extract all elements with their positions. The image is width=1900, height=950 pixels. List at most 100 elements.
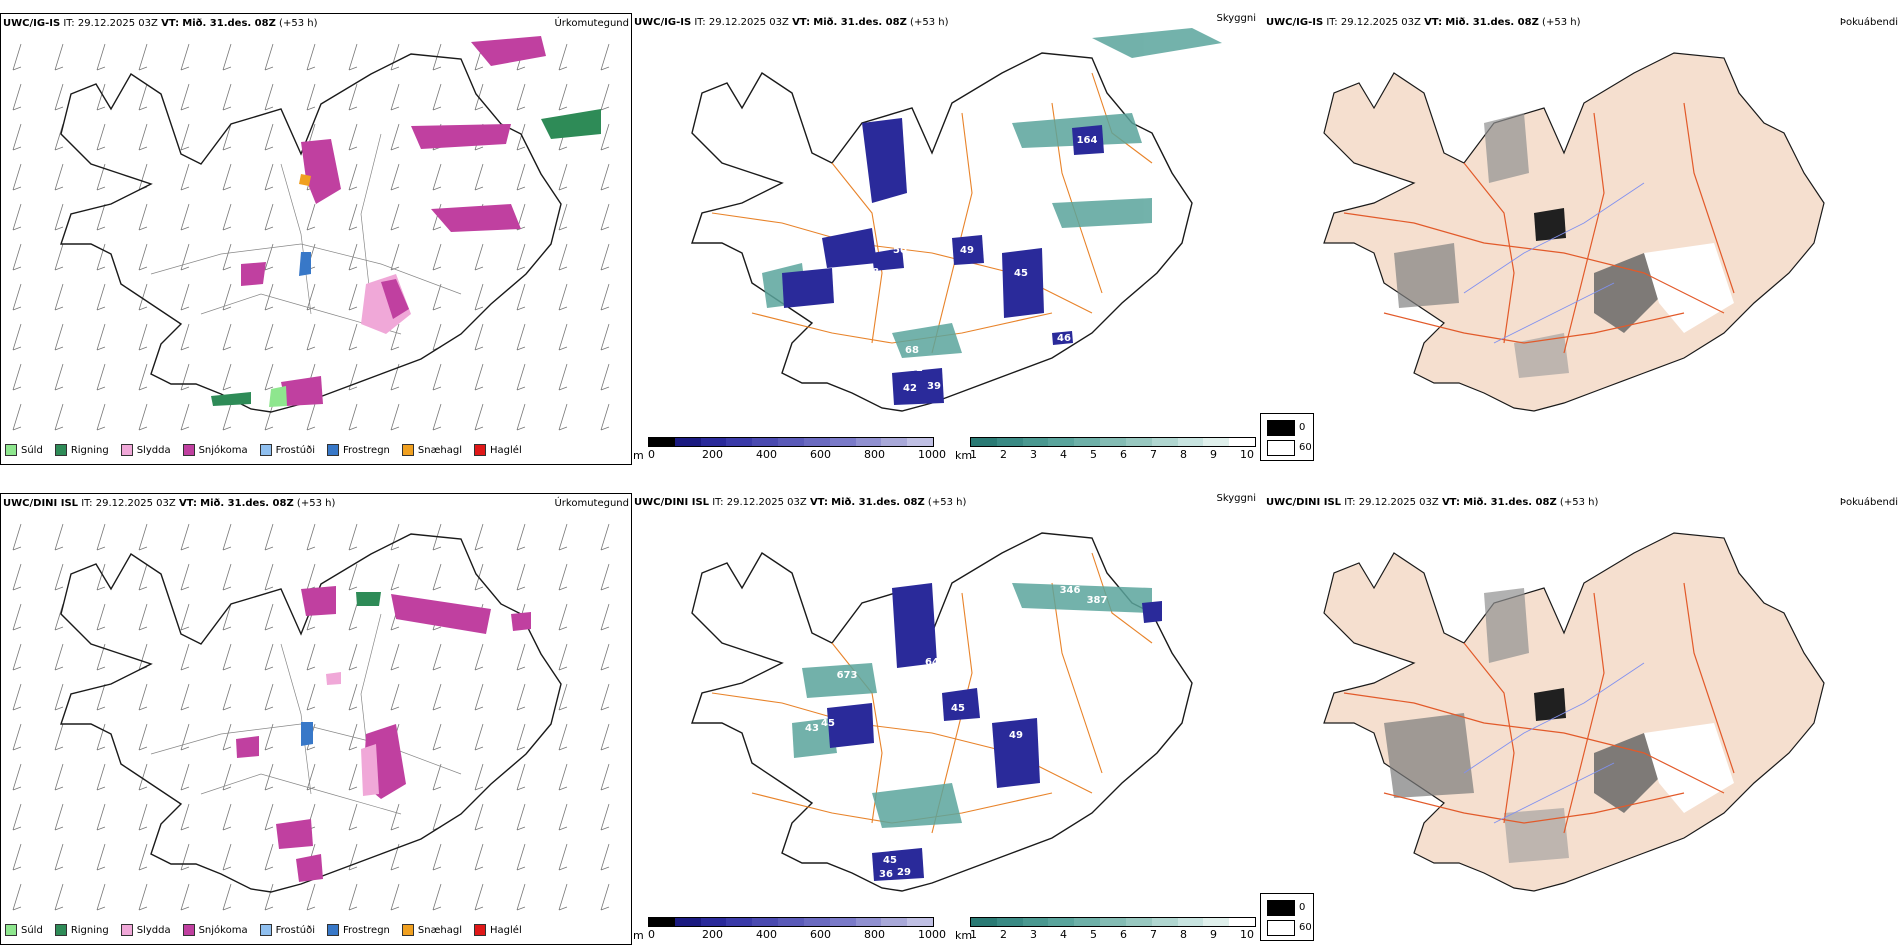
wind-barb bbox=[54, 43, 64, 71]
it-value: 29.12.2025 03Z bbox=[95, 498, 176, 509]
panel-header: UWC/DINI ISL IT: 29.12.2025 03Z VT: Mið.… bbox=[1266, 497, 1598, 508]
it-label: IT: bbox=[712, 497, 724, 508]
wind-barb bbox=[264, 243, 274, 271]
wind-barb bbox=[138, 203, 148, 231]
legend-swatch bbox=[327, 924, 339, 936]
colorbar-bin bbox=[1048, 918, 1075, 926]
legend-item: Rigning bbox=[54, 444, 109, 456]
wind-barb bbox=[390, 563, 400, 591]
wind-barb bbox=[558, 563, 568, 591]
wind-barb bbox=[138, 83, 148, 111]
wind-barb bbox=[180, 283, 190, 311]
wind-barb bbox=[390, 163, 400, 191]
wind-barb bbox=[12, 883, 22, 911]
colorbar-bin bbox=[1022, 918, 1049, 926]
wind-barb bbox=[264, 403, 274, 431]
fog-legend: 0 60 bbox=[1260, 893, 1314, 941]
legend-item: Snæhagl bbox=[401, 444, 463, 456]
wind-barb bbox=[54, 883, 64, 911]
wind-barb bbox=[54, 203, 64, 231]
colorbar-bin bbox=[855, 438, 882, 446]
ceiling-label: 52 bbox=[909, 363, 923, 374]
ceiling-label: 64 bbox=[925, 657, 939, 668]
colorbar-bin bbox=[726, 918, 753, 926]
wind-barb bbox=[432, 723, 442, 751]
colorbar-tick: 5 bbox=[1090, 928, 1097, 941]
wind-barb bbox=[516, 283, 526, 311]
wind-barb bbox=[264, 643, 274, 671]
fog-shading bbox=[1384, 588, 1734, 863]
wind-barb bbox=[12, 523, 22, 551]
wind-barb bbox=[474, 723, 484, 751]
field-name: Þokuábendi bbox=[1839, 497, 1898, 508]
wind-barb bbox=[264, 523, 274, 551]
ceiling-label: 346 bbox=[1060, 585, 1081, 596]
wind-barb bbox=[180, 523, 190, 551]
ceiling-label: 35 bbox=[890, 210, 904, 221]
colorbar-bin bbox=[907, 438, 933, 446]
panel-header: UWC/IG-IS IT: 29.12.2025 03Z VT: Mið. 31… bbox=[3, 18, 317, 29]
panel-header: UWC/IG-IS IT: 29.12.2025 03Z VT: Mið. 31… bbox=[634, 17, 948, 28]
ceiling-label: 45 bbox=[883, 855, 897, 866]
wind-barb bbox=[600, 163, 610, 191]
wind-barb bbox=[306, 523, 316, 551]
roads bbox=[1343, 582, 1735, 834]
colorbar-tick: 0 bbox=[648, 928, 655, 941]
ceiling-label: 29 bbox=[897, 867, 911, 878]
rivers bbox=[1463, 182, 1645, 344]
wind-barb bbox=[474, 363, 484, 391]
legend-label: Súld bbox=[21, 924, 43, 936]
colorbar-bin bbox=[674, 438, 701, 446]
wind-barb bbox=[12, 723, 22, 751]
colorbar-tick: 200 bbox=[702, 448, 723, 461]
legend-label: Snæhagl bbox=[417, 444, 463, 456]
colorbar-tick: 800 bbox=[864, 448, 885, 461]
it-label: IT: bbox=[694, 17, 706, 28]
wind-barb bbox=[264, 203, 274, 231]
wind-barb bbox=[180, 843, 190, 871]
wind-barb bbox=[96, 83, 106, 111]
wind-barb bbox=[516, 563, 526, 591]
legend-item: Rigning bbox=[54, 924, 109, 936]
wind-barb bbox=[264, 883, 274, 911]
wind-barb bbox=[558, 323, 568, 351]
wind-barbs bbox=[12, 43, 610, 431]
wind-barb bbox=[222, 843, 232, 871]
wind-barb bbox=[180, 163, 190, 191]
wind-barb bbox=[348, 803, 358, 831]
wind-barb bbox=[96, 603, 106, 631]
wind-barb bbox=[432, 843, 442, 871]
ceiling-label: 68 bbox=[905, 345, 919, 356]
wind-barb bbox=[222, 643, 232, 671]
model-name: UWC/IG-IS bbox=[3, 18, 61, 29]
wind-barb bbox=[558, 603, 568, 631]
fog-panel-1: UWC/IG-IS IT: 29.12.2025 03Z VT: Mið. 31… bbox=[1260, 13, 1900, 465]
colorbar-bin bbox=[971, 438, 997, 446]
wind-barb bbox=[390, 403, 400, 431]
colorbar-tick: 10 bbox=[1240, 448, 1254, 461]
wind-barb bbox=[96, 883, 106, 911]
wind-barb bbox=[138, 363, 148, 391]
colorbar-bin bbox=[778, 918, 804, 926]
wind-barb bbox=[390, 643, 400, 671]
wind-barb bbox=[306, 643, 316, 671]
wind-barb bbox=[516, 883, 526, 911]
precip-areas bbox=[211, 36, 601, 407]
legend-swatch bbox=[182, 444, 195, 456]
vt-value: Mið. 31.des. 08Z bbox=[1463, 497, 1557, 508]
legend-label: Rigning bbox=[70, 924, 109, 936]
it-value: 29.12.2025 03Z bbox=[77, 18, 158, 29]
colorbar-bin bbox=[1177, 438, 1204, 446]
colorbar-bin bbox=[1229, 438, 1255, 446]
legend-swatch bbox=[54, 924, 67, 936]
ceiling-label: 50 bbox=[878, 702, 892, 713]
wind-barb bbox=[12, 43, 22, 71]
wind-barb bbox=[264, 603, 274, 631]
wind-barb bbox=[264, 163, 274, 191]
wind-barb bbox=[516, 683, 526, 711]
wind-barb bbox=[180, 243, 190, 271]
legend-swatch bbox=[259, 924, 272, 936]
it-label: IT: bbox=[63, 18, 75, 29]
wind-barb bbox=[432, 83, 442, 111]
wind-barb bbox=[558, 243, 568, 271]
